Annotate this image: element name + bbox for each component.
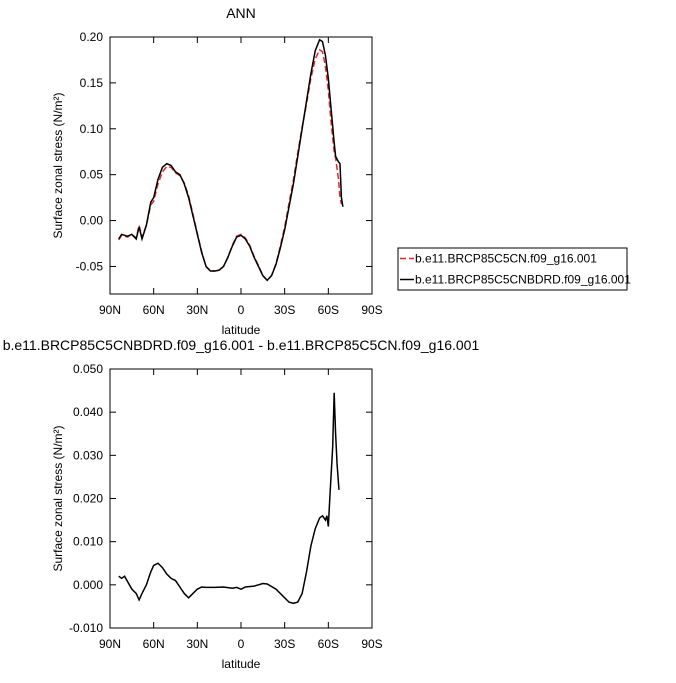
- y-tick-label: 0.00: [80, 214, 104, 228]
- x-tick-label: 30S: [274, 303, 295, 317]
- y-axis-label: Surface zonal stress (N/m²): [51, 92, 65, 238]
- x-tick-label: 90S: [361, 303, 382, 317]
- legend-box: [397, 247, 628, 291]
- x-tick-label: 0: [238, 303, 245, 317]
- y-tick-label: 0.040: [73, 405, 103, 419]
- y-tick-label: 0.010: [73, 535, 103, 549]
- data-line: [118, 392, 340, 605]
- y-tick-label: 0.10: [80, 122, 104, 136]
- x-tick-label: 0: [238, 637, 245, 651]
- x-tick-label: 30N: [186, 303, 208, 317]
- x-tick-label: 60S: [318, 303, 339, 317]
- y-tick-label: 0.05: [80, 168, 104, 182]
- plot-frame: [109, 368, 373, 629]
- x-axis-label: latitude: [222, 323, 261, 337]
- y-tick-label: 0.050: [73, 362, 103, 376]
- x-axis-label: latitude: [222, 657, 261, 671]
- y-tick-label: 0.020: [73, 492, 103, 506]
- y-axis-label: Surface zonal stress (N/m²): [51, 425, 65, 571]
- y-tick-label: 0.20: [80, 30, 104, 44]
- y-tick-label: 0.000: [73, 578, 103, 592]
- legend-label: b.e11.BRCP85C5CN.f09_g16.001: [415, 252, 597, 266]
- x-tick-label: 30N: [186, 637, 208, 651]
- chart-title: ANN: [226, 5, 256, 21]
- y-tick-label: 0.15: [80, 76, 104, 90]
- y-tick-label: -0.010: [69, 621, 103, 635]
- plot-frame: [109, 36, 373, 295]
- x-tick-label: 90N: [99, 637, 121, 651]
- x-tick-label: 60N: [143, 637, 165, 651]
- x-tick-label: 60S: [318, 637, 339, 651]
- data-line: [118, 48, 343, 282]
- y-tick-label: 0.030: [73, 448, 103, 462]
- chart-title: b.e11.BRCP85C5CNBDRD.f09_g16.001 - b.e11…: [3, 337, 480, 353]
- legend-label: b.e11.BRCP85C5CNBDRD.f09_g16.001: [415, 273, 631, 287]
- x-tick-label: 30S: [274, 637, 295, 651]
- x-tick-label: 60N: [143, 303, 165, 317]
- y-tick-label: -0.05: [76, 259, 104, 273]
- x-tick-label: 90S: [361, 637, 382, 651]
- x-tick-label: 90N: [99, 303, 121, 317]
- data-line: [118, 38, 344, 282]
